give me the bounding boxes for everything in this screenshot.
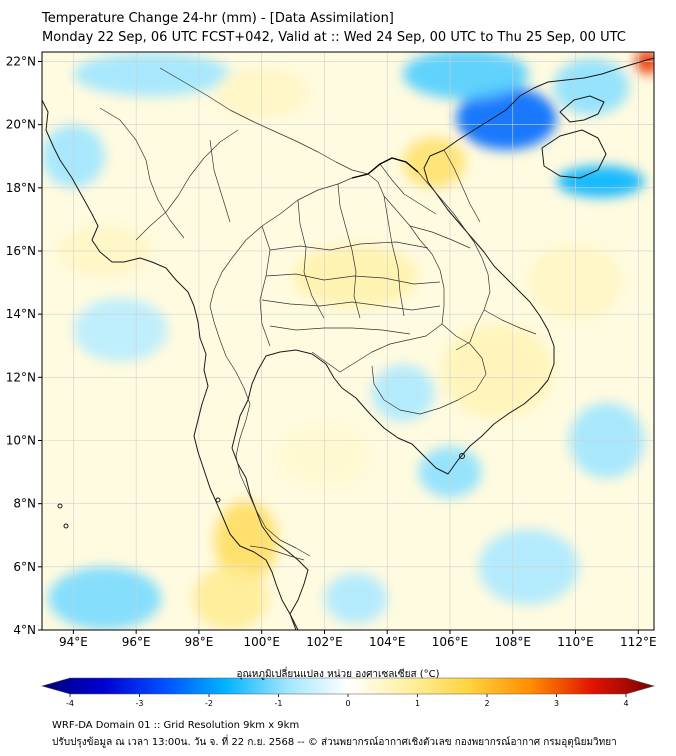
x-tick-label: 94°E — [59, 635, 88, 649]
anomaly-region-9 — [48, 566, 162, 630]
anomaly-region-17 — [440, 323, 554, 419]
x-tick-label: 100°E — [243, 635, 280, 649]
y-tick-label: 12°N — [6, 370, 36, 384]
map-frame — [41, 51, 655, 631]
footer-update-info: ปรับปรุงข้อมูล ณ เวลา 13:00น. วัน จ. ที่… — [52, 737, 617, 748]
anomaly-region-1 — [402, 52, 529, 100]
x-axis-ticks: 94°E 96°E 98°E 100°E 102°E 104°E 106°E 108°E 110… — [59, 630, 657, 649]
colorbar-tick-label: 1 — [415, 699, 420, 708]
x-tick-label: 104°E — [369, 635, 406, 649]
coastlines — [42, 57, 654, 630]
thailand-outline-bold — [351, 157, 419, 179]
map-area — [42, 52, 654, 630]
colorbar-tick-label: 4 — [623, 699, 628, 708]
x-tick-label: 106°E — [432, 635, 469, 649]
anomaly-region-18 — [635, 52, 654, 75]
y-tick-label: 20°N — [6, 118, 36, 132]
anomaly-region-3 — [553, 58, 629, 116]
colorbar-tick-label: -2 — [205, 699, 213, 708]
x-tick-label: 102°E — [306, 635, 343, 649]
colorbar-tick-label: -1 — [275, 699, 283, 708]
colorbar-tick-label: 2 — [484, 699, 489, 708]
graticule — [42, 52, 654, 630]
y-tick-label: 8°N — [13, 497, 36, 511]
anomaly-region-5 — [73, 298, 168, 362]
anomaly-region-16 — [192, 566, 268, 630]
anomaly-region-0 — [456, 86, 557, 150]
anomaly-region-11 — [324, 573, 388, 624]
anomaly-region-13 — [402, 137, 466, 188]
colorbar-tick-label: 3 — [554, 699, 559, 708]
x-tick-label: 108°E — [495, 635, 532, 649]
x-tick-label: 98°E — [184, 635, 213, 649]
colorbar-title: อุณหภูมิเปลี่ยนแปลง หน่วย องศาเซลเซียส (… — [236, 669, 440, 680]
y-axis-ticks: 22°N 20°N 18°N 16°N 14°N 12°N 10°N 8°N 6°N 4°N — [6, 54, 42, 637]
colorbar-tick-label: -4 — [66, 699, 74, 708]
x-tick-label: 96°E — [122, 635, 151, 649]
map-title: Temperature Change 24-hr (mm) - [Data As… — [42, 11, 394, 26]
colorbar-tick-label: -3 — [136, 699, 144, 708]
anomaly-region-4 — [73, 52, 231, 97]
colorbar: -4 -3 -2 -1 0 1 2 3 4 — [40, 677, 656, 708]
y-tick-label: 10°N — [6, 433, 36, 447]
y-tick-label: 22°N — [6, 54, 36, 68]
anomaly-region-6 — [371, 364, 435, 422]
map-subtitle: Monday 22 Sep, 06 UTC FCST+042, Valid at… — [42, 30, 626, 45]
footer-model-info: WRF-DA Domain 01 :: Grid Resolution 9km … — [52, 720, 300, 731]
x-tick-label: 112°E — [620, 635, 657, 649]
y-tick-label: 14°N — [6, 307, 36, 321]
y-tick-label: 18°N — [6, 181, 36, 195]
anomaly-region-2 — [556, 165, 645, 198]
borders — [99, 67, 537, 561]
colorbar-ticks: -4 -3 -2 -1 0 1 2 3 4 — [66, 694, 629, 708]
y-tick-label: 4°N — [13, 623, 36, 637]
colorbar-tick-label: 0 — [345, 699, 350, 708]
x-tick-label: 110°E — [557, 635, 594, 649]
y-tick-label: 6°N — [13, 560, 36, 574]
y-tick-label: 16°N — [6, 244, 36, 258]
